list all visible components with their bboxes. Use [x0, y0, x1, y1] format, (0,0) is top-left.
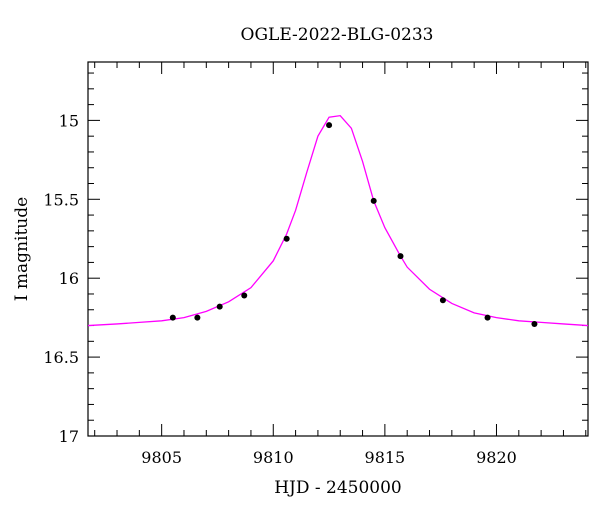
- data-points: [169, 122, 538, 327]
- data-point: [370, 197, 377, 204]
- x-tick-labels: 9805 9810 9815 9820: [141, 448, 517, 467]
- data-point: [283, 235, 290, 242]
- data-point: [169, 314, 176, 321]
- y-tick-label: 16.5: [43, 348, 79, 367]
- y-tick-label: 17: [59, 427, 79, 446]
- axis-ticks: [88, 62, 588, 437]
- y-axis-label: I magnitude: [12, 197, 32, 301]
- model-curve: [87, 114, 589, 327]
- data-point: [397, 253, 404, 260]
- data-point: [194, 314, 201, 321]
- data-point: [439, 297, 446, 304]
- plot-frame: [87, 61, 589, 437]
- data-point: [484, 314, 491, 321]
- x-axis-label: HJD - 2450000: [274, 478, 402, 498]
- y-tick-label: 16: [59, 269, 79, 288]
- chart-title: OGLE-2022-BLG-0233: [241, 25, 434, 45]
- y-tick-labels: 15 15.5 16 16.5 17: [43, 111, 79, 446]
- data-point: [326, 122, 333, 129]
- data-point: [241, 292, 248, 299]
- data-point: [216, 303, 223, 310]
- x-tick-label: 9820: [476, 448, 517, 467]
- x-tick-label: 9810: [253, 448, 294, 467]
- y-tick-label: 15.5: [43, 190, 79, 209]
- x-tick-label: 9815: [365, 448, 406, 467]
- data-point: [531, 320, 538, 327]
- y-tick-label: 15: [59, 111, 79, 130]
- x-tick-label: 9805: [141, 448, 182, 467]
